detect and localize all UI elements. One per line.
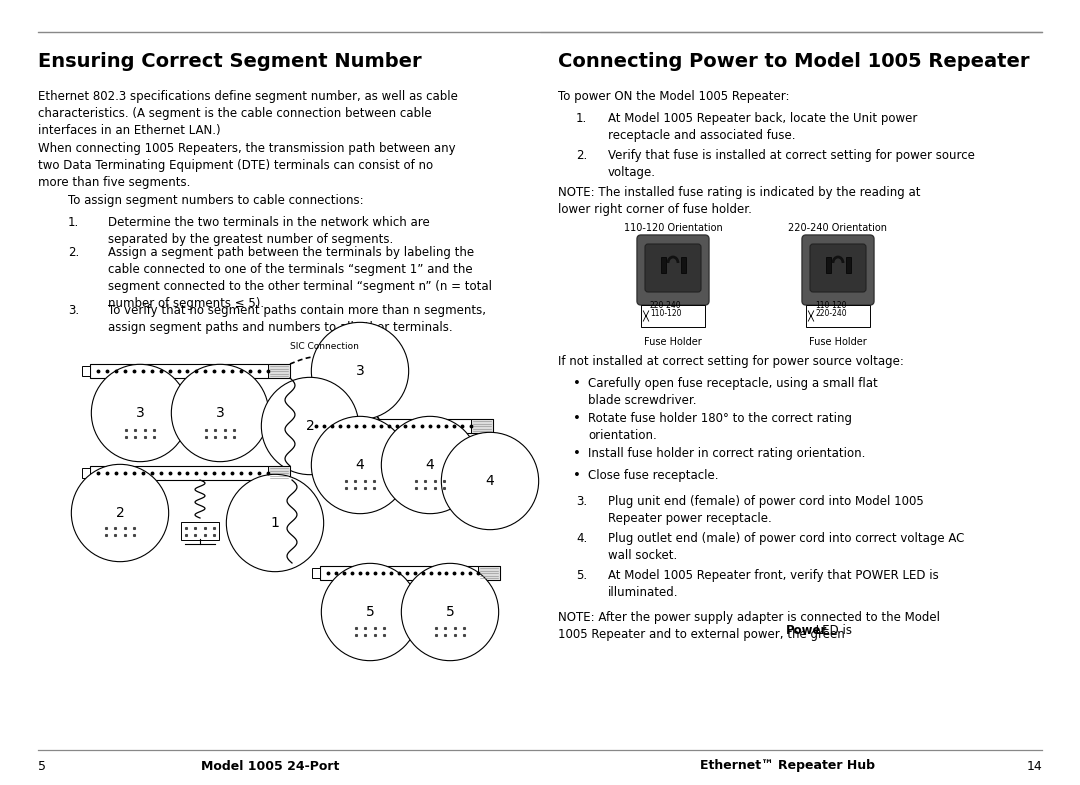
Text: Power: Power [786,625,827,637]
Text: 220-240: 220-240 [815,309,847,318]
Text: 4: 4 [355,458,364,472]
Text: 3: 3 [355,364,364,378]
Text: 220-240: 220-240 [650,301,681,310]
Text: 4: 4 [486,474,495,488]
Text: 220-240 Orientation: 220-240 Orientation [788,223,888,233]
Text: 2: 2 [116,506,124,520]
Text: When connecting 1005 Repeaters, the transmission path between any
two Data Termi: When connecting 1005 Repeaters, the tran… [38,142,456,189]
FancyBboxPatch shape [341,475,379,493]
Text: •: • [573,412,581,425]
Bar [90,364,291,378]
Bar [680,257,686,273]
Text: 110-120 Orientation: 110-120 Orientation [623,223,723,233]
Text: Determine the two terminals in the network which are
separated by the greatest n: Determine the two terminals in the netwo… [108,216,430,246]
Text: Ethernet 802.3 specifications define segment number, as well as cable
characteri: Ethernet 802.3 specifications define seg… [38,90,458,137]
Text: Verify that fuse is installed at correct setting for power source
voltage.: Verify that fuse is installed at correct… [608,149,975,179]
Text: Plug unit end (female) of power cord into Model 1005
Repeater power receptacle.: Plug unit end (female) of power cord int… [608,495,923,525]
FancyBboxPatch shape [121,424,159,442]
Text: 2.: 2. [68,246,79,259]
Text: Fuse Holder: Fuse Holder [809,337,867,347]
Text: Close fuse receptacle.: Close fuse receptacle. [588,469,718,481]
FancyBboxPatch shape [810,244,866,292]
Text: SIC Connection: SIC Connection [291,342,359,351]
Text: Install fuse holder in correct rating orientation.: Install fuse holder in correct rating or… [588,447,865,460]
Bar [268,364,291,378]
Text: NOTE: After the power supply adapter is connected to the Model
1005 Repeater and: NOTE: After the power supply adapter is … [558,611,940,641]
Text: 3.: 3. [576,495,588,508]
Bar [320,566,500,580]
Text: 1: 1 [271,516,280,530]
Text: 5.: 5. [576,569,588,582]
FancyBboxPatch shape [411,475,449,493]
FancyBboxPatch shape [637,235,708,305]
Text: Fuse Holder: Fuse Holder [644,337,702,347]
Text: Ethernet™ Repeater Hub: Ethernet™ Repeater Hub [700,760,875,772]
Text: Connecting Power to Model 1005 Repeater: Connecting Power to Model 1005 Repeater [558,52,1029,71]
Text: 1.: 1. [68,216,79,229]
Bar [82,366,90,376]
Text: •: • [573,447,581,460]
Text: 110-120: 110-120 [650,309,681,318]
Text: 110-120: 110-120 [815,301,847,310]
Bar [471,419,492,433]
Text: 5: 5 [38,760,46,772]
Text: Rotate fuse holder 180° to the correct rating
orientation.: Rotate fuse holder 180° to the correct r… [588,412,852,442]
Text: •: • [573,377,581,390]
Text: To verify that no segment paths contain more than n segments,
assign segment pat: To verify that no segment paths contain … [108,304,486,334]
Bar [846,257,851,273]
Text: If not installed at correct setting for power source voltage:: If not installed at correct setting for … [558,355,904,368]
FancyBboxPatch shape [645,244,701,292]
Text: 4: 4 [426,458,434,472]
Text: 3: 3 [136,406,145,420]
Text: To assign segment numbers to cable connections:: To assign segment numbers to cable conne… [68,194,364,207]
Text: Ensuring Correct Segment Number: Ensuring Correct Segment Number [38,52,421,71]
Text: 3.: 3. [68,304,79,317]
Bar [312,568,320,578]
Text: Model 1005 24-Port: Model 1005 24-Port [201,760,339,772]
FancyBboxPatch shape [431,622,469,640]
Text: 3: 3 [216,406,225,420]
Text: 5: 5 [366,605,375,619]
Bar [268,466,291,480]
FancyBboxPatch shape [181,522,219,540]
Bar [299,421,308,431]
Bar [82,468,90,478]
Text: 2: 2 [306,419,314,433]
Bar [478,566,500,580]
FancyBboxPatch shape [102,522,139,540]
FancyBboxPatch shape [802,235,874,305]
Bar [642,305,705,327]
Text: LED is: LED is [812,625,852,637]
Text: Carefully open fuse receptacle, using a small flat
blade screwdriver.: Carefully open fuse receptacle, using a … [588,377,878,407]
Text: 5: 5 [446,605,455,619]
Text: Plug outlet end (male) of power cord into correct voltage AC
wall socket.: Plug outlet end (male) of power cord int… [608,532,964,562]
Text: 4.: 4. [576,532,588,545]
Text: At Model 1005 Repeater back, locate the Unit power
receptacle and associated fus: At Model 1005 Repeater back, locate the … [608,112,917,142]
Text: 1.: 1. [576,112,588,125]
Text: 2.: 2. [576,149,588,162]
Text: To power ON the Model 1005 Repeater:: To power ON the Model 1005 Repeater: [558,90,789,103]
Bar [661,257,665,273]
FancyBboxPatch shape [201,424,239,442]
Text: •: • [573,469,581,481]
Text: At Model 1005 Repeater front, verify that POWER LED is
illuminated.: At Model 1005 Repeater front, verify tha… [608,569,939,599]
Text: NOTE: The installed fuse rating is indicated by the reading at
lower right corne: NOTE: The installed fuse rating is indic… [558,186,920,216]
Text: Assign a segment path between the terminals by labeling the
cable connected to o: Assign a segment path between the termin… [108,246,492,310]
Bar [308,419,492,433]
Bar [806,305,870,327]
Text: 14: 14 [1026,760,1042,772]
Bar [825,257,831,273]
FancyBboxPatch shape [351,622,389,640]
Bar [90,466,291,480]
